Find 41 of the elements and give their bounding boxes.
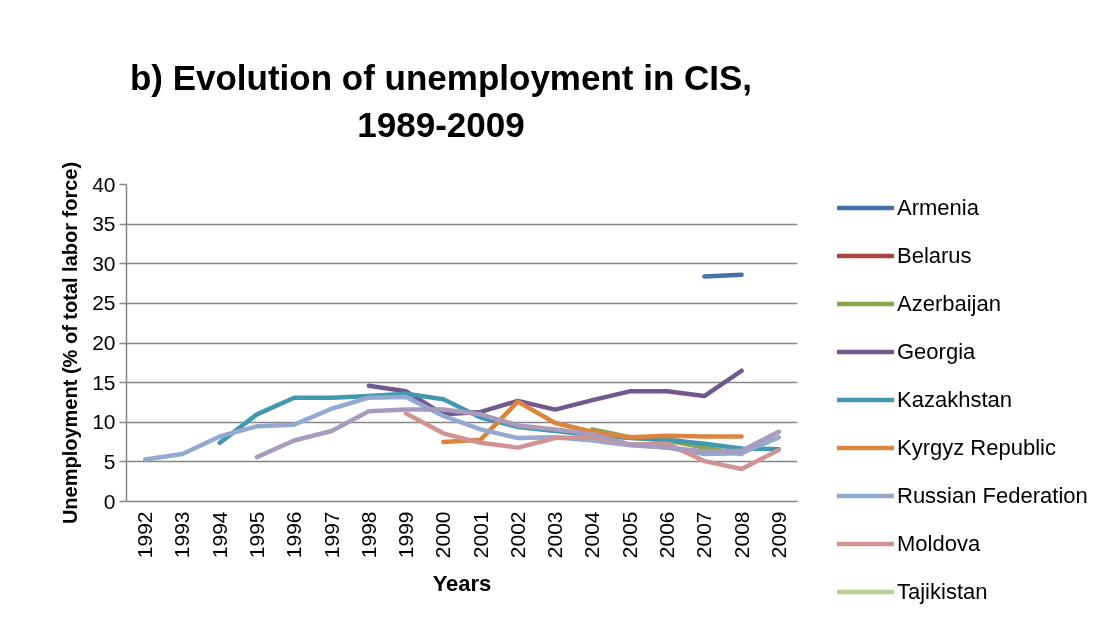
y-tick-label: 10 [92, 410, 116, 434]
legend-label: Kyrgyz Republic [897, 434, 1056, 461]
x-tick-label: 2005 [617, 511, 641, 559]
x-tick-label: 1997 [319, 511, 343, 559]
x-tick-label: 2006 [655, 511, 679, 559]
x-tick-label: 2002 [505, 511, 529, 559]
x-tick-label: 2004 [580, 511, 604, 559]
x-tick-label: 1994 [207, 511, 231, 559]
chart-title: b) Evolution of unemployment in CIS, 1989-2009 [128, 57, 754, 146]
legend-label: Belarus [897, 242, 972, 269]
y-axis-title: Unemployment (% of total labor force) [59, 161, 82, 525]
legend-label: Kazakhstan [897, 386, 1012, 413]
x-tick-label: 2007 [692, 511, 716, 559]
legend-label: Georgia [897, 338, 976, 365]
y-tick-label: 5 [103, 449, 116, 473]
x-tick-label: 2001 [468, 511, 492, 559]
legend-label: Russian Federation [897, 482, 1088, 509]
y-tick-label: 15 [92, 370, 116, 394]
x-tick-label: 2009 [766, 511, 790, 559]
legend-label: Moldova [897, 530, 981, 557]
y-tick-label: 30 [92, 251, 116, 275]
x-tick-label: 1996 [282, 511, 306, 559]
x-tick-label: 1992 [133, 511, 157, 559]
x-axis-title: Years [432, 571, 492, 597]
x-tick-label: 2008 [729, 511, 753, 559]
legend-label: Tajikistan [897, 578, 988, 605]
x-tick-label: 1993 [170, 511, 194, 559]
line-series [441, 399, 744, 445]
y-tick-label: 0 [103, 489, 116, 513]
y-tick-label: 20 [92, 331, 116, 354]
x-tick-label: 1995 [244, 511, 268, 559]
x-tick-label: 2003 [543, 511, 567, 559]
x-tick-label: 2000 [431, 511, 455, 559]
x-tick-label: 1999 [394, 511, 418, 559]
line-series [254, 407, 782, 460]
y-tick-label: 35 [92, 212, 116, 236]
y-tick-label: 40 [92, 172, 116, 196]
legend-label: Armenia [897, 194, 979, 221]
x-tick-label: 1998 [356, 511, 380, 559]
y-tick-label: 25 [92, 291, 116, 315]
legend-label: Azerbaijan [897, 290, 1001, 317]
